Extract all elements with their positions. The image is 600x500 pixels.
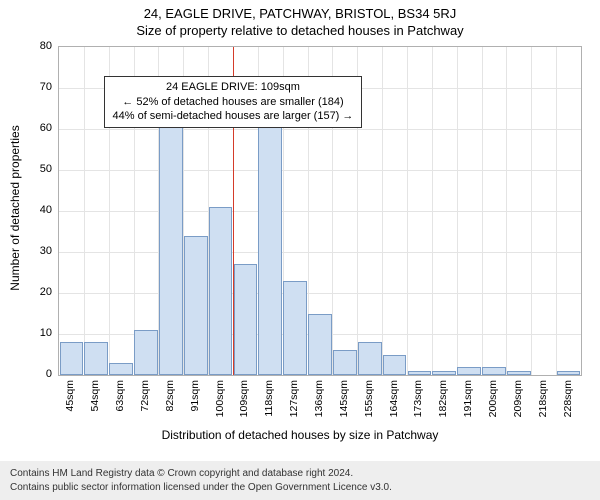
gridline-vertical — [407, 47, 408, 375]
x-tick-label: 191sqm — [462, 380, 474, 417]
histogram-bar — [134, 330, 158, 375]
histogram-bar — [209, 207, 233, 375]
x-tick-label: 63sqm — [114, 380, 126, 412]
gridline-vertical — [432, 47, 433, 375]
x-tick-label: 136sqm — [313, 380, 325, 417]
gridline-vertical — [457, 47, 458, 375]
histogram-chart: Number of detached properties 24 EAGLE D… — [0, 38, 600, 440]
x-tick-label: 164sqm — [388, 380, 400, 417]
x-tick-label: 91sqm — [189, 380, 201, 412]
annotation-line: 44% of semi-detached houses are larger (… — [113, 109, 354, 124]
histogram-bar — [408, 371, 432, 375]
annotation-line: 24 EAGLE DRIVE: 109sqm — [113, 80, 354, 95]
gridline-horizontal — [59, 129, 581, 130]
histogram-bar — [557, 371, 581, 375]
x-tick-label: 209sqm — [512, 380, 524, 417]
y-tick-label: 40 — [12, 204, 52, 216]
histogram-bar — [258, 121, 282, 375]
gridline-vertical — [482, 47, 483, 375]
gridline-horizontal — [59, 293, 581, 294]
x-tick-label: 182sqm — [437, 380, 449, 417]
histogram-bar — [234, 264, 258, 375]
histogram-bar — [159, 113, 183, 375]
y-tick-label: 70 — [12, 81, 52, 93]
x-tick-label: 218sqm — [537, 380, 549, 417]
gridline-horizontal — [59, 170, 581, 171]
histogram-bar — [358, 342, 382, 375]
histogram-bar — [283, 281, 307, 375]
x-tick-label: 155sqm — [363, 380, 375, 417]
y-tick-label: 20 — [12, 286, 52, 298]
x-tick-label: 72sqm — [139, 380, 151, 412]
gridline-horizontal — [59, 211, 581, 212]
histogram-bar — [507, 371, 531, 375]
histogram-bar — [383, 355, 407, 376]
gridline-vertical — [531, 47, 532, 375]
gridline-vertical — [382, 47, 383, 375]
histogram-bar — [84, 342, 108, 375]
gridline-vertical — [556, 47, 557, 375]
x-tick-label: 54sqm — [89, 380, 101, 412]
y-tick-label: 10 — [12, 327, 52, 339]
histogram-bar — [457, 367, 481, 375]
x-tick-label: 228sqm — [562, 380, 574, 417]
x-tick-label: 118sqm — [263, 380, 275, 417]
attribution-footer: Contains HM Land Registry data © Crown c… — [0, 461, 600, 500]
y-tick-label: 0 — [12, 368, 52, 380]
x-axis-label: Distribution of detached houses by size … — [0, 428, 600, 442]
gridline-vertical — [84, 47, 85, 375]
x-tick-label: 82sqm — [164, 380, 176, 412]
histogram-bar — [432, 371, 456, 375]
histogram-bar — [482, 367, 506, 375]
histogram-bar — [308, 314, 332, 376]
x-tick-label: 127sqm — [288, 380, 300, 417]
y-tick-label: 60 — [12, 122, 52, 134]
annotation-box: 24 EAGLE DRIVE: 109sqm← 52% of detached … — [104, 76, 363, 129]
x-tick-label: 200sqm — [487, 380, 499, 417]
histogram-bar — [333, 350, 357, 375]
x-tick-label: 45sqm — [64, 380, 76, 412]
gridline-vertical — [506, 47, 507, 375]
gridline-horizontal — [59, 252, 581, 253]
histogram-bar — [60, 342, 84, 375]
footer-line: Contains public sector information licen… — [10, 481, 590, 495]
x-tick-label: 173sqm — [412, 380, 424, 417]
y-tick-label: 80 — [12, 40, 52, 52]
y-tick-label: 50 — [12, 163, 52, 175]
x-tick-label: 100sqm — [214, 380, 226, 417]
x-tick-label: 109sqm — [238, 380, 250, 417]
histogram-bar — [184, 236, 208, 375]
annotation-line: ← 52% of detached houses are smaller (18… — [113, 95, 354, 110]
page-title-address: 24, EAGLE DRIVE, PATCHWAY, BRISTOL, BS34… — [0, 0, 600, 21]
x-tick-label: 145sqm — [338, 380, 350, 417]
plot-area: 24 EAGLE DRIVE: 109sqm← 52% of detached … — [58, 46, 582, 376]
histogram-bar — [109, 363, 133, 375]
page-title-subtitle: Size of property relative to detached ho… — [0, 21, 600, 38]
y-tick-label: 30 — [12, 245, 52, 257]
footer-line: Contains HM Land Registry data © Crown c… — [10, 467, 590, 481]
